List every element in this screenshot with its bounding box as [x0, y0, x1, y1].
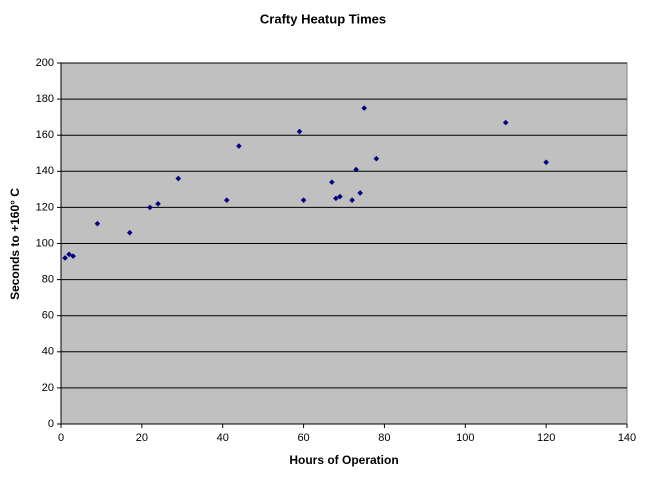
data-point [147, 204, 153, 211]
data-point [353, 166, 359, 173]
data-point [126, 229, 133, 236]
data-point [543, 159, 549, 166]
data-point [223, 197, 230, 203]
data-point [329, 179, 335, 185]
data-point [349, 197, 355, 203]
y-tick-label: 200 [36, 57, 54, 69]
y-tick-label: 60 [42, 310, 54, 322]
y-tick-label: 160 [36, 129, 54, 141]
data-point [66, 251, 72, 258]
x-tick-label: 20 [136, 432, 148, 444]
data-point [361, 105, 368, 111]
data-point [296, 128, 303, 135]
x-tick-label: 0 [58, 432, 64, 444]
y-tick-label: 100 [36, 237, 54, 249]
x-axis-label: Hours of Operation [289, 453, 398, 467]
y-tick-label: 0 [48, 418, 54, 430]
data-point [357, 190, 363, 196]
data-point [502, 119, 509, 126]
data-point [62, 255, 68, 261]
y-tick-label: 20 [42, 382, 54, 394]
data-point [373, 155, 380, 162]
data-point [175, 175, 182, 182]
data-point [337, 193, 343, 200]
x-tick-label: 40 [217, 432, 229, 444]
data-point [236, 143, 242, 149]
y-tick-label: 120 [36, 201, 54, 213]
data-point [70, 253, 76, 259]
x-tick-label: 120 [537, 432, 555, 444]
y-tick-label: 180 [36, 93, 54, 105]
y-tick-label: 40 [42, 346, 54, 358]
chart-title: Crafty Heatup Times [260, 11, 386, 26]
x-tick-label: 140 [618, 432, 636, 444]
data-point [94, 220, 101, 227]
x-tick-label: 60 [297, 432, 309, 444]
y-tick-label: 80 [42, 274, 54, 286]
y-axis-label: Seconds to +160° C [8, 188, 22, 300]
data-point [333, 195, 339, 202]
y-tick-label: 140 [36, 165, 54, 177]
data-point [300, 197, 307, 203]
x-tick-label: 80 [378, 432, 390, 444]
data-point [155, 200, 161, 207]
x-tick-label: 100 [456, 432, 474, 444]
